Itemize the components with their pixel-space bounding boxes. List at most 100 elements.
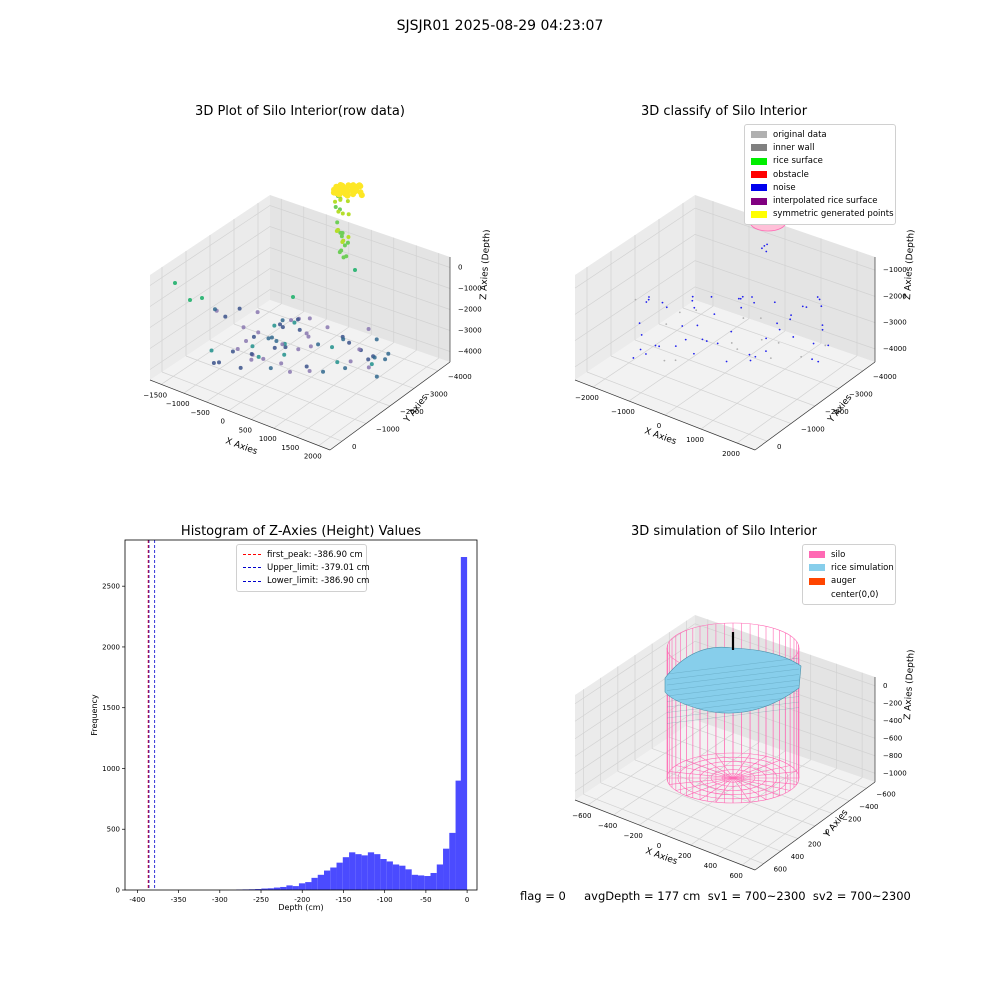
classify-legend-item: interpolated rice surface bbox=[751, 194, 889, 207]
classify-x-tick-label: 0 bbox=[657, 422, 661, 430]
simulation-y-grid bbox=[583, 793, 764, 865]
classify-y-tick-label: 0 bbox=[777, 443, 781, 451]
raw-point bbox=[280, 318, 285, 323]
raw-point bbox=[307, 316, 312, 321]
rice-mesh-line bbox=[666, 679, 800, 697]
simulation-x-tick-label: −200 bbox=[624, 832, 643, 840]
classify-y-tick-label: −4000 bbox=[873, 373, 897, 381]
classify-point bbox=[773, 301, 776, 304]
raw-point bbox=[212, 307, 217, 312]
rice-mesh-line bbox=[666, 696, 800, 713]
classify-point bbox=[777, 341, 780, 344]
histogram-x-label: Depth (cm) bbox=[278, 903, 323, 912]
classify-point bbox=[761, 247, 763, 250]
histogram-title: Histogram of Z-Axies (Height) Values bbox=[180, 524, 422, 539]
classify-point bbox=[792, 336, 795, 338]
classify-point bbox=[827, 344, 830, 347]
simulation-y-grid bbox=[600, 782, 781, 852]
raw-point bbox=[353, 268, 357, 272]
classify-z-tick-label: −2000 bbox=[883, 292, 907, 300]
classify-y-grid bbox=[610, 355, 792, 424]
raw-point bbox=[333, 199, 338, 204]
classify-legend-item: inner wall bbox=[751, 141, 889, 154]
classify-point bbox=[824, 344, 827, 347]
rice-simulation-surface bbox=[664, 632, 802, 724]
histogram-bar bbox=[255, 889, 262, 890]
classify-point bbox=[736, 348, 739, 351]
raw-floor-pane bbox=[150, 300, 450, 450]
figure-title: SJSJR01 2025-08-29 04:23:07 bbox=[396, 18, 604, 34]
simulation-legend-swatch bbox=[809, 577, 825, 585]
classify-x-tick-label: 1000 bbox=[686, 436, 704, 444]
raw-point bbox=[333, 205, 338, 210]
rice-surface bbox=[664, 646, 802, 714]
raw-y-axis-line bbox=[329, 361, 451, 451]
silo-floor-spoke bbox=[732, 777, 791, 791]
simulation-y-grid bbox=[652, 748, 833, 814]
classify-legend-item: original data bbox=[751, 128, 889, 141]
simulation-z-axis-label: Z Axies (Depth) bbox=[903, 649, 917, 720]
raw-point bbox=[291, 295, 295, 299]
histogram-bar bbox=[417, 875, 425, 890]
classify-legend-label: original data bbox=[773, 129, 827, 140]
classify-legend-swatch bbox=[751, 210, 767, 218]
classify-legend-label: rice surface bbox=[773, 156, 823, 167]
raw-point bbox=[295, 317, 300, 322]
simulation-z-grid bbox=[574, 710, 876, 792]
simulation-floor-pane bbox=[575, 720, 875, 870]
raw-x-tick-label: 500 bbox=[239, 426, 252, 434]
histogram-y-tick-label: 2500 bbox=[102, 583, 120, 591]
raw-y-grid bbox=[161, 371, 343, 442]
classify-point bbox=[765, 337, 768, 340]
simulation-legend-item: auger bbox=[809, 575, 889, 588]
histogram-bar bbox=[380, 859, 387, 890]
classify-point bbox=[817, 360, 820, 363]
simulation-legend-item: rice simulation bbox=[809, 561, 894, 574]
rice-mesh-line bbox=[666, 690, 800, 708]
raw-point bbox=[304, 364, 309, 369]
raw-point bbox=[249, 357, 254, 362]
histogram-bar bbox=[273, 887, 281, 890]
classify-point bbox=[730, 330, 733, 333]
histogram-bar bbox=[330, 867, 337, 890]
histogram-y-label: Frequency bbox=[90, 694, 99, 736]
simulation-x-tick-label: 200 bbox=[678, 852, 691, 860]
raw-z-tick-label: 0 bbox=[458, 264, 462, 272]
raw-point bbox=[325, 325, 330, 330]
simulation-legend-label: auger bbox=[831, 576, 856, 587]
raw-point bbox=[268, 366, 273, 371]
raw-point bbox=[335, 360, 340, 365]
histogram-bar bbox=[460, 557, 468, 890]
classify-point bbox=[765, 350, 767, 353]
classify-z-grid bbox=[574, 286, 876, 368]
histogram-x-ticks: -400 -350 -300 -250 -200 -150 -100 -50 0 bbox=[129, 890, 469, 904]
classify-point bbox=[684, 338, 687, 341]
simulation-z-tick-label: −400 bbox=[883, 717, 902, 725]
silo-floor-spoke bbox=[732, 756, 767, 779]
classify-point bbox=[716, 342, 719, 345]
raw-z-axis-label: Z Axies (Depth) bbox=[479, 229, 490, 300]
raw-y-tick-label: −1000 bbox=[376, 426, 400, 434]
raw-point bbox=[340, 230, 345, 235]
classify-point bbox=[658, 345, 661, 348]
raw-point bbox=[372, 355, 377, 360]
raw-point bbox=[346, 212, 351, 217]
raw-point bbox=[292, 320, 297, 325]
classify-z-grid bbox=[574, 233, 876, 315]
raw-y-grid bbox=[233, 323, 415, 389]
classify-point bbox=[678, 311, 681, 314]
classify-x-axis-line bbox=[574, 379, 756, 451]
raw-point bbox=[304, 331, 309, 336]
raw-point bbox=[343, 187, 350, 194]
histogram-bar bbox=[323, 870, 331, 890]
raw-point bbox=[188, 298, 192, 302]
classify-point bbox=[742, 317, 745, 319]
classify-z-tick-label: −3000 bbox=[883, 319, 907, 327]
silo-floor-spoke bbox=[732, 765, 791, 779]
classify-3d-plot: −2000 −1000 0 1000 2000 0 −1000 −2000 −3000 −4000… bbox=[574, 190, 917, 458]
simulation-y-tick-label: −400 bbox=[859, 803, 878, 811]
simulation-y-tick-label: 600 bbox=[774, 866, 787, 874]
raw-point bbox=[266, 336, 271, 341]
simulation-x-tick-label: 0 bbox=[657, 842, 661, 850]
raw-point bbox=[280, 325, 285, 330]
